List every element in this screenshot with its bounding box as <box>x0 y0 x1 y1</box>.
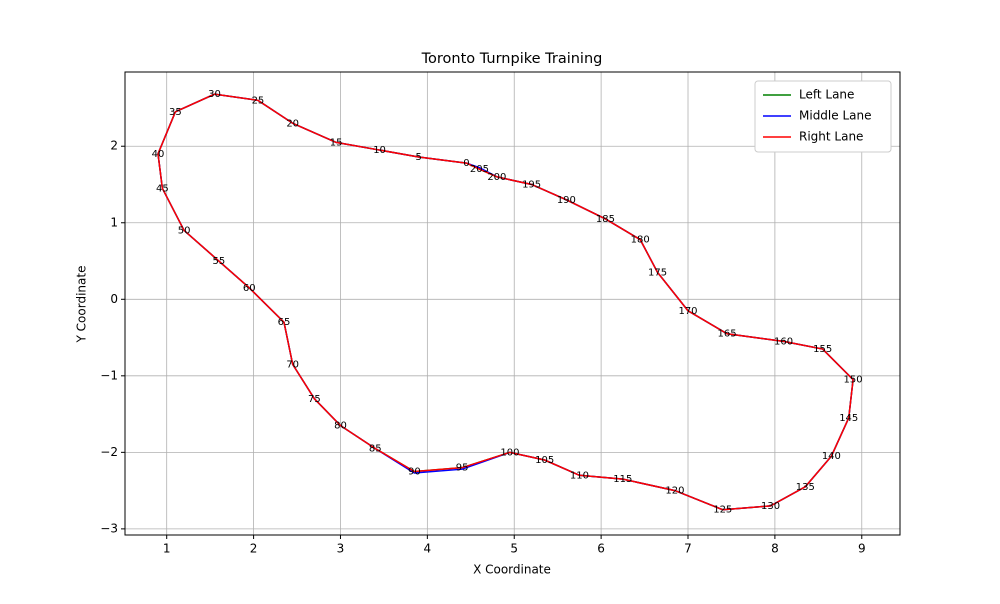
waypoint-label: 50 <box>178 225 191 236</box>
waypoint-label: 195 <box>522 179 541 190</box>
waypoint-label: 0 <box>463 158 469 169</box>
waypoint-label: 140 <box>822 451 841 462</box>
waypoint-label: 25 <box>252 95 265 106</box>
x-tick-label: 3 <box>337 542 345 556</box>
waypoint-label: 170 <box>678 306 697 317</box>
waypoint-label: 5 <box>415 152 421 163</box>
y-tick-label: −3 <box>100 521 118 535</box>
waypoint-label: 60 <box>243 283 256 294</box>
y-tick-label: 2 <box>110 139 118 153</box>
waypoint-label: 135 <box>796 482 815 493</box>
waypoint-label: 75 <box>308 394 321 405</box>
waypoint-label: 160 <box>774 336 793 347</box>
waypoint-label: 120 <box>665 486 684 497</box>
x-tick-label: 4 <box>424 542 432 556</box>
waypoint-label: 115 <box>613 474 632 485</box>
y-axis-label: Y Coordinate <box>75 266 89 344</box>
waypoint-label: 65 <box>278 317 291 328</box>
waypoint-label: 70 <box>286 359 299 370</box>
legend-label: Middle Lane <box>799 109 871 123</box>
waypoint-label: 200 <box>487 172 506 183</box>
waypoint-label: 90 <box>408 466 421 477</box>
waypoint-label: 105 <box>535 455 554 466</box>
waypoint-label: 10 <box>373 145 386 156</box>
waypoint-label: 55 <box>212 256 225 267</box>
waypoint-label: 125 <box>713 505 732 516</box>
legend-label: Right Lane <box>799 130 863 144</box>
x-tick-label: 9 <box>858 542 866 556</box>
legend-box <box>754 80 892 153</box>
waypoint-label: 190 <box>557 195 576 206</box>
waypoint-label: 100 <box>500 447 519 458</box>
waypoint-label: 145 <box>839 413 858 424</box>
x-tick-label: 5 <box>510 542 518 556</box>
y-tick-label: 0 <box>110 292 118 306</box>
x-tick-label: 8 <box>771 542 779 556</box>
legend: Left Lane Middle Lane Right Lane <box>754 80 892 153</box>
legend-label: Left Lane <box>799 88 854 102</box>
waypoint-label: 155 <box>813 344 832 355</box>
waypoint-label: 150 <box>844 375 863 386</box>
waypoint-label: 40 <box>152 149 165 160</box>
waypoint-label: 180 <box>631 235 650 246</box>
y-tick-label: 1 <box>110 215 118 229</box>
waypoint-label: 15 <box>330 137 343 148</box>
chart-title: Toronto Turnpike Training <box>421 51 603 67</box>
waypoint-label: 165 <box>718 329 737 340</box>
waypoint-label: 185 <box>596 214 615 225</box>
x-tick-label: 2 <box>250 542 258 556</box>
x-tick-label: 7 <box>684 542 692 556</box>
y-tick-label: −2 <box>100 445 118 459</box>
lane-line <box>157 93 854 511</box>
x-tick-label: 6 <box>597 542 605 556</box>
waypoint-label: 95 <box>456 463 469 474</box>
waypoint-label: 85 <box>369 444 382 455</box>
waypoint-label: 35 <box>169 107 182 118</box>
waypoint-label: 130 <box>761 501 780 512</box>
waypoint-label: 30 <box>208 89 221 100</box>
plot-frame <box>124 71 901 536</box>
x-tick-label: 1 <box>163 542 171 556</box>
waypoint-label: 20 <box>286 118 299 129</box>
y-tick-label: −1 <box>100 368 118 382</box>
waypoint-label: 205 <box>470 164 489 175</box>
x-axis-label: X Coordinate <box>473 563 551 577</box>
waypoint-label: 110 <box>570 470 589 481</box>
waypoint-label: 175 <box>648 268 667 279</box>
waypoint-label: 45 <box>156 183 169 194</box>
waypoint-label: 80 <box>334 421 347 432</box>
